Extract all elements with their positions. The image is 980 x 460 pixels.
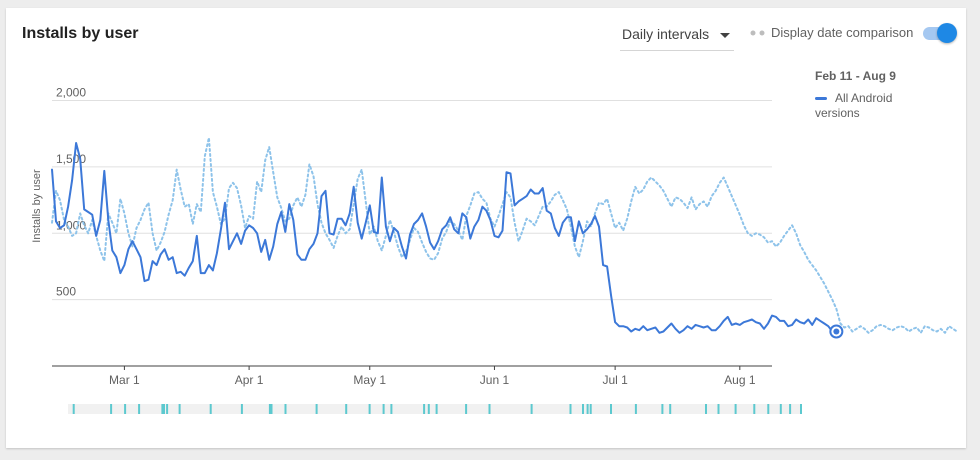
event-marker[interactable] [779, 404, 782, 414]
dotted-line-icon [750, 30, 765, 36]
event-marker[interactable] [166, 404, 169, 414]
event-marker[interactable] [124, 404, 127, 414]
comparison-toggle[interactable] [921, 22, 959, 44]
event-marker[interactable] [465, 404, 468, 414]
event-marker[interactable] [717, 404, 720, 414]
y-tick-label: 500 [56, 285, 76, 299]
legend-series-swatch [815, 97, 827, 100]
event-marker[interactable] [178, 404, 181, 414]
event-marker[interactable] [240, 404, 243, 414]
x-tick-label: Jun 1 [480, 373, 510, 387]
event-marker[interactable] [315, 404, 318, 414]
x-tick-label: Apr 1 [235, 373, 264, 387]
event-marker[interactable] [161, 404, 164, 414]
event-marker[interactable] [753, 404, 756, 414]
event-marker[interactable] [582, 404, 584, 414]
x-tick-label: Aug 1 [724, 373, 756, 387]
y-axis-label: Installs by user [31, 169, 43, 243]
event-track [68, 404, 800, 414]
x-tick-label: May 1 [353, 373, 386, 387]
interval-dropdown-label: Daily intervals [622, 26, 710, 42]
event-marker[interactable] [610, 404, 612, 414]
event-marker[interactable] [634, 404, 637, 414]
event-marker[interactable] [382, 404, 385, 414]
event-marker[interactable] [589, 404, 592, 414]
event-marker[interactable] [284, 404, 287, 414]
toggle-thumb [937, 23, 957, 43]
interval-dropdown[interactable]: Daily intervals [620, 20, 734, 51]
event-marker[interactable] [110, 404, 113, 414]
event-marker[interactable] [138, 404, 141, 414]
event-marker[interactable] [268, 404, 271, 414]
event-marker[interactable] [569, 404, 572, 414]
event-marker[interactable] [163, 404, 165, 414]
legend-date-range: Feb 11 - Aug 9 [815, 69, 896, 83]
event-marker[interactable] [734, 404, 737, 414]
card-title: Installs by user [22, 25, 139, 42]
event-marker[interactable] [789, 404, 792, 414]
caret-down-icon [720, 33, 730, 38]
event-marker[interactable] [586, 404, 589, 414]
grid [52, 100, 772, 367]
event-marker[interactable] [488, 404, 491, 414]
series-layer [51, 136, 958, 339]
event-marker[interactable] [435, 404, 438, 414]
event-marker[interactable] [427, 404, 430, 414]
x-tick-label: Jul 1 [602, 373, 628, 387]
series-end-point-dot [833, 328, 840, 335]
event-marker[interactable] [800, 404, 802, 414]
legend-series-label: All Android versions [815, 91, 893, 120]
event-marker[interactable] [705, 404, 707, 414]
event-marker[interactable] [368, 404, 371, 414]
y-tick-label: 1,500 [56, 152, 86, 166]
installs-card: Installs by user Daily intervals Display… [6, 8, 966, 448]
x-ticks: Mar 1 Apr 1 May 1 Jun 1 Jul 1 Aug 1 [109, 366, 756, 387]
event-marker[interactable] [270, 404, 273, 414]
event-marker[interactable] [390, 404, 393, 414]
event-markers [68, 404, 802, 414]
event-marker[interactable] [767, 404, 770, 414]
event-marker[interactable] [669, 404, 672, 414]
event-marker[interactable] [72, 404, 75, 414]
primary-series-line [51, 142, 838, 334]
event-marker[interactable] [209, 404, 212, 414]
event-marker[interactable] [530, 404, 533, 414]
y-tick-label: 2,000 [56, 86, 86, 100]
event-marker[interactable] [423, 404, 426, 414]
comparison-label: Display date comparison [771, 25, 914, 40]
x-tick-label: Mar 1 [109, 373, 140, 387]
event-marker[interactable] [345, 404, 348, 414]
event-marker[interactable] [661, 404, 664, 414]
